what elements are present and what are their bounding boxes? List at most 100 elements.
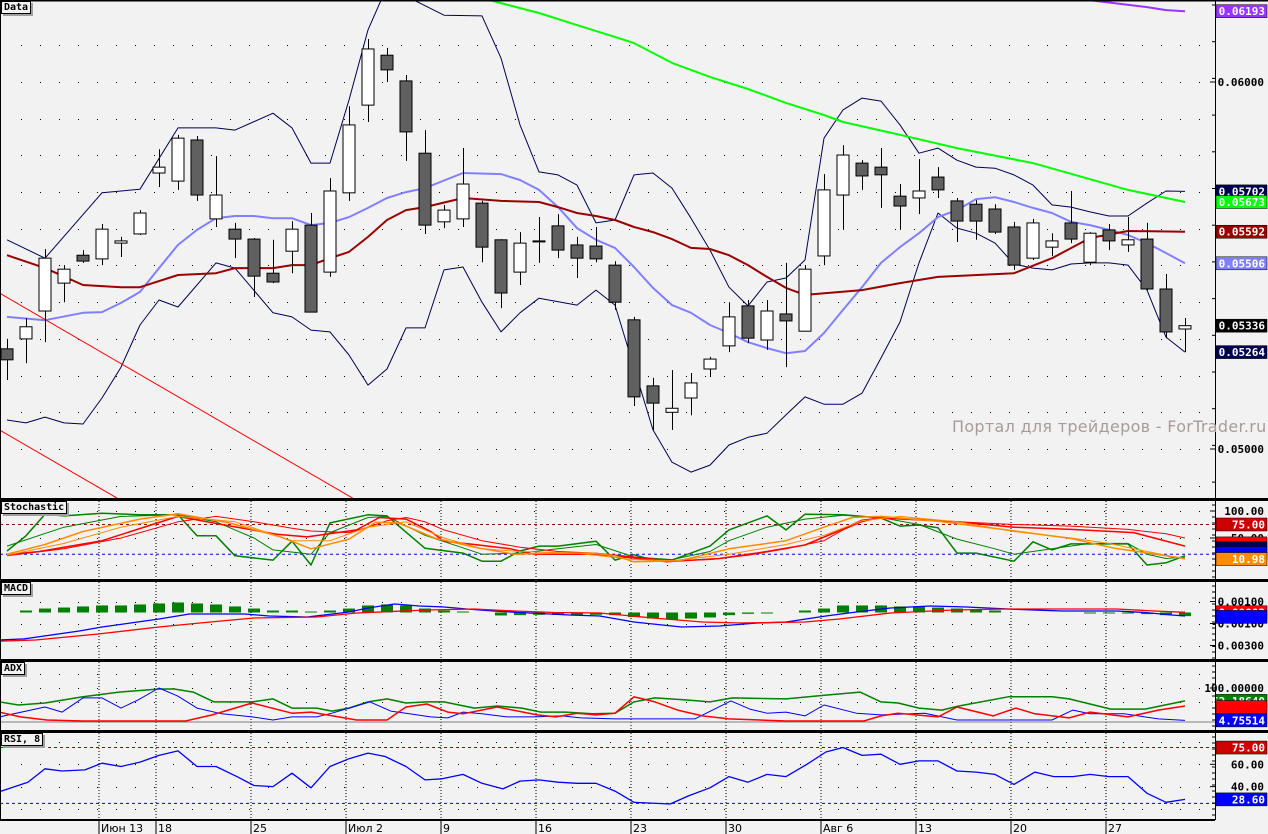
- value-label: 0.05336: [1215, 318, 1268, 333]
- grid-dot: [914, 302, 915, 303]
- grid-dot: [743, 511, 744, 512]
- grid-dot: [895, 624, 896, 625]
- grid-dot: [914, 376, 915, 377]
- grid-dot: [154, 742, 155, 743]
- candle: [1007, 221, 1021, 270]
- grid-dot: [363, 764, 364, 765]
- candle-body: [95, 228, 109, 260]
- grid-dot: [534, 511, 535, 512]
- grid-dot: [287, 412, 288, 413]
- grid-dot: [971, 787, 972, 788]
- grid-dot: [1009, 688, 1010, 689]
- grid-dot: [211, 688, 212, 689]
- grid-dot: [173, 192, 174, 193]
- grid-dot: [933, 376, 934, 377]
- grid-dot: [724, 624, 725, 625]
- grid-dot: [192, 486, 193, 487]
- grid-dot: [325, 302, 326, 303]
- grid-dot: [477, 449, 478, 450]
- candle: [722, 302, 736, 353]
- main-series-line-4: [488, 1, 1186, 203]
- grid-dot: [1123, 688, 1124, 689]
- grid-dot: [325, 511, 326, 512]
- grid-dot: [1028, 688, 1029, 689]
- grid-dot: [914, 646, 915, 647]
- grid-dot: [819, 646, 820, 647]
- candle-body: [1178, 325, 1192, 330]
- grid-dot: [1066, 702, 1067, 703]
- grid-dot: [40, 339, 41, 340]
- grid-dot: [59, 45, 60, 46]
- candle: [608, 261, 622, 310]
- grid-dot: [648, 412, 649, 413]
- grid-dot: [249, 674, 250, 675]
- grid-dot: [1085, 646, 1086, 647]
- grid-dot: [629, 265, 630, 266]
- grid-dot: [667, 809, 668, 810]
- candle: [437, 204, 451, 229]
- grid-dot: [1104, 486, 1105, 487]
- grid-dot: [610, 82, 611, 83]
- grid-dot: [21, 486, 22, 487]
- grid-dot: [914, 412, 915, 413]
- grid-dot: [1009, 787, 1010, 788]
- grid-dot: [1123, 229, 1124, 230]
- grid-dot: [154, 265, 155, 266]
- grid-dot: [933, 119, 934, 120]
- grid-dot: [876, 229, 877, 230]
- grid-dot: [382, 82, 383, 83]
- grid-dot: [192, 646, 193, 647]
- grid-dot: [534, 602, 535, 603]
- grid-dot: [344, 486, 345, 487]
- value-label-box: [1215, 610, 1268, 624]
- grid-dot: [686, 376, 687, 377]
- grid-dot: [1199, 809, 1200, 810]
- grid-dot: [211, 82, 212, 83]
- grid-dot: [1161, 742, 1162, 743]
- grid-dot: [572, 155, 573, 156]
- grid-dot: [971, 646, 972, 647]
- grid-dot: [743, 764, 744, 765]
- grid-dot: [781, 538, 782, 539]
- grid-dot: [1180, 229, 1181, 230]
- grid-dot: [667, 229, 668, 230]
- grid-dot: [1066, 155, 1067, 156]
- grid-dot: [1199, 192, 1200, 193]
- grid-dot: [135, 742, 136, 743]
- grid-dot: [420, 265, 421, 266]
- macd-histogram-bar: [210, 604, 222, 613]
- grid-dot: [401, 787, 402, 788]
- grid-dot: [173, 449, 174, 450]
- grid-dot: [724, 538, 725, 539]
- grid-dot: [306, 511, 307, 512]
- candle-body: [1159, 288, 1173, 333]
- grid-dot: [705, 376, 706, 377]
- grid-dot: [610, 229, 611, 230]
- grid-dot: [325, 45, 326, 46]
- grid-dot: [724, 486, 725, 487]
- grid-dot: [952, 155, 953, 156]
- candle: [228, 222, 242, 259]
- grid-dot: [1180, 45, 1181, 46]
- grid-dot: [553, 674, 554, 675]
- grid-dot: [477, 688, 478, 689]
- grid-dot: [534, 646, 535, 647]
- grid-dot: [135, 82, 136, 83]
- grid-dot: [743, 809, 744, 810]
- grid-dot: [249, 155, 250, 156]
- grid-dot: [344, 339, 345, 340]
- grid-dot: [1028, 339, 1029, 340]
- grid-dot: [287, 511, 288, 512]
- grid-dot: [629, 742, 630, 743]
- grid-dot: [116, 764, 117, 765]
- grid-dot: [952, 511, 953, 512]
- grid-dot: [838, 82, 839, 83]
- grid-dot: [306, 45, 307, 46]
- grid-dot: [762, 742, 763, 743]
- grid-dot: [1066, 302, 1067, 303]
- grid-dot: [819, 511, 820, 512]
- grid-dot: [135, 702, 136, 703]
- grid-dot: [477, 265, 478, 266]
- grid-dot: [363, 376, 364, 377]
- grid-dot: [553, 809, 554, 810]
